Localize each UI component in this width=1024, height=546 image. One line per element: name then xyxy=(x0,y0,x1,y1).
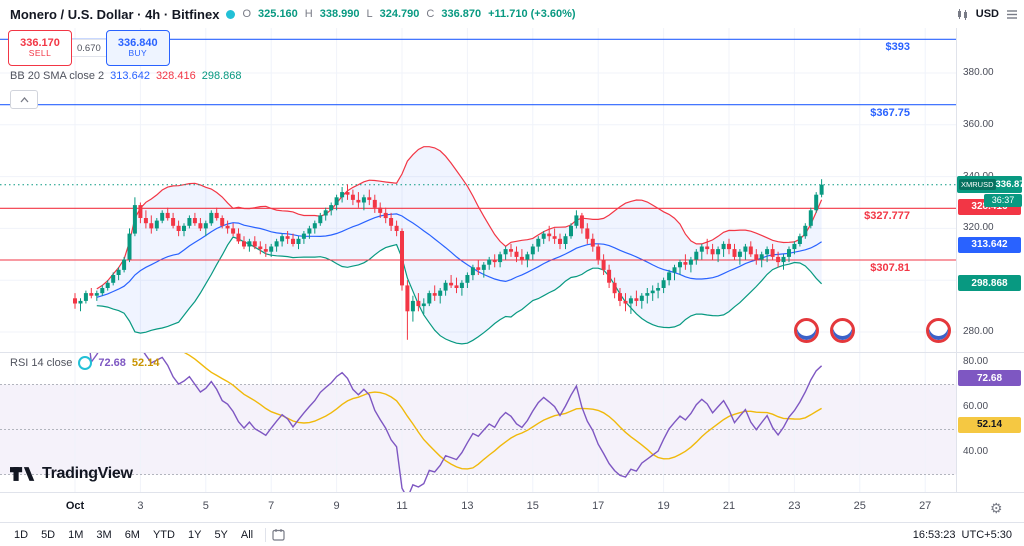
buy-price: 336.840 xyxy=(117,36,158,49)
rsi-label: RSI 14 close xyxy=(10,357,73,369)
price-axis-tick: 320.00 xyxy=(963,222,994,234)
buy-label: BUY xyxy=(128,48,148,59)
range-button-1d[interactable]: 1D xyxy=(14,528,29,541)
candles-icon[interactable] xyxy=(956,8,969,21)
time-axis-label: 23 xyxy=(788,500,801,512)
high-label: H xyxy=(304,8,313,20)
axis-settings-gear-icon[interactable]: ⚙ xyxy=(990,500,1003,516)
rsi-indicator-legend[interactable]: RSI 14 close 72.68 52.14 xyxy=(10,356,159,370)
time-axis-label: 11 xyxy=(396,500,408,512)
rsi-pane[interactable] xyxy=(0,316,956,500)
close-value: 336.870 xyxy=(441,8,482,20)
price-axis-tick: 380.00 xyxy=(963,67,994,78)
market-status-icon[interactable] xyxy=(226,9,236,19)
pane-separator[interactable] xyxy=(0,352,1024,353)
symbol-badge-name: XMRUSD xyxy=(959,178,996,190)
low-label: L xyxy=(366,8,373,20)
range-button-1y[interactable]: 1Y xyxy=(187,528,202,541)
chart-header: Monero / U.S. Dollar · 4h · Bitfinex O 3… xyxy=(0,0,576,28)
time-axis-label: 5 xyxy=(202,500,209,512)
range-button-1m[interactable]: 1M xyxy=(68,528,84,541)
bb-price-badge: 313.642 xyxy=(958,236,1021,253)
bottom-toolbar: 1D 5D 1M 3M 6M YTD 1Y 5Y All 16:53:23 UT… xyxy=(0,522,1024,546)
sell-label: SELL xyxy=(28,48,52,59)
time-axis-label: 21 xyxy=(722,500,736,512)
symbol-badge-price: 336.870 xyxy=(995,178,1024,190)
emoji-sticker[interactable] xyxy=(794,318,819,343)
time-axis-separator xyxy=(0,492,1024,493)
rsi-axis-tick: 40.00 xyxy=(963,446,989,457)
range-button-all[interactable]: All xyxy=(240,528,254,541)
bb-lower-value: 298.868 xyxy=(201,70,242,82)
bb-price-badge: 298.868 xyxy=(958,275,1021,292)
bb-indicator-legend[interactable]: BB 20 SMA close 2 313.642 328.416 298.86… xyxy=(10,70,241,82)
trade-widget: 336.170 SELL 0.670 336.840 BUY xyxy=(8,30,170,66)
range-button-6m[interactable]: 6M xyxy=(124,528,140,541)
rsi-ma-value: 52.14 xyxy=(131,357,160,369)
bb-upper-value: 328.416 xyxy=(155,70,196,82)
tradingview-logo-text: TradingView xyxy=(42,465,133,482)
buy-button[interactable]: 336.840 BUY xyxy=(105,30,170,66)
rsi-value-badge: 72.68 xyxy=(958,370,1021,387)
currency-label[interactable]: USD xyxy=(975,8,999,20)
chevron-up-icon xyxy=(20,96,28,102)
price-axis[interactable]: 380.00360.00340.00320.00300.00280.00328.… xyxy=(957,28,1024,352)
close-label: C xyxy=(426,8,435,20)
symbol-title[interactable]: Monero / U.S. Dollar · 4h · Bitfinex xyxy=(10,6,220,22)
price-axis-tick: 280.00 xyxy=(963,326,994,337)
time-axis-label: 9 xyxy=(333,500,340,512)
time-axis[interactable]: Oct 3 5 7 9 11 13 15 17 19 21 23 25 27 xyxy=(0,493,956,522)
rsi-axis-tick: 60.00 xyxy=(963,401,989,412)
axis-separator xyxy=(956,28,957,492)
rsi-status-icon[interactable] xyxy=(78,356,93,370)
tradingview-logo[interactable]: TradingView xyxy=(10,464,133,484)
time-axis-label: 7 xyxy=(268,500,275,512)
rsi-value-badge: 52.14 xyxy=(958,416,1021,433)
bb-label: BB 20 SMA close 2 xyxy=(10,70,105,82)
time-axis-label: 15 xyxy=(526,500,539,512)
header-right-controls: USD xyxy=(956,0,1018,28)
range-button-5d[interactable]: 5D xyxy=(41,528,56,541)
open-label: O xyxy=(242,8,252,20)
price-axis-tick: 360.00 xyxy=(963,118,994,130)
sell-button[interactable]: 336.170 SELL xyxy=(8,30,72,66)
range-button-5y[interactable]: 5Y xyxy=(214,528,228,541)
time-axis-label: 27 xyxy=(919,500,932,512)
rsi-value: 72.68 xyxy=(98,357,126,369)
clock-time[interactable]: 16:53:23 xyxy=(912,528,956,541)
tradingview-logo-icon xyxy=(10,467,35,481)
change-value: +11.710 (+3.60%) xyxy=(488,8,576,20)
rsi-axis[interactable]: 80.00 60.00 40.00 72.68 52.14 xyxy=(957,352,1024,492)
time-axis-label: 19 xyxy=(657,500,670,512)
time-axis-label: 25 xyxy=(853,500,866,512)
settings-icon[interactable] xyxy=(1006,8,1018,20)
high-value: 338.990 xyxy=(319,8,360,20)
range-button-3m[interactable]: 3M xyxy=(96,528,112,541)
time-axis-label: Oct xyxy=(65,500,85,512)
spread-value: 0.670 xyxy=(72,39,106,57)
low-value: 324.790 xyxy=(379,8,420,20)
time-axis-label: 13 xyxy=(461,500,474,512)
range-button-ytd[interactable]: YTD xyxy=(152,528,175,541)
emoji-sticker[interactable] xyxy=(926,318,951,343)
bb-basis-value: 313.642 xyxy=(110,70,150,82)
open-value: 325.160 xyxy=(258,8,298,20)
emoji-sticker[interactable] xyxy=(830,318,855,343)
sell-price: 336.170 xyxy=(20,36,60,49)
clock-timezone[interactable]: UTC+5:30 xyxy=(961,528,1012,541)
rsi-axis-tick: 80.00 xyxy=(963,356,989,367)
rsi-chart-canvas[interactable] xyxy=(0,316,956,500)
time-axis-label: 3 xyxy=(137,500,144,512)
collapse-pane-button[interactable] xyxy=(10,90,38,109)
time-axis-label: 17 xyxy=(592,500,605,512)
toolbar-divider xyxy=(265,527,267,542)
bar-countdown-badge: 36:37 xyxy=(984,193,1022,207)
go-to-date-icon[interactable] xyxy=(272,528,285,541)
toolbar-right: 16:53:23 UTC+5:30 xyxy=(913,529,1016,541)
